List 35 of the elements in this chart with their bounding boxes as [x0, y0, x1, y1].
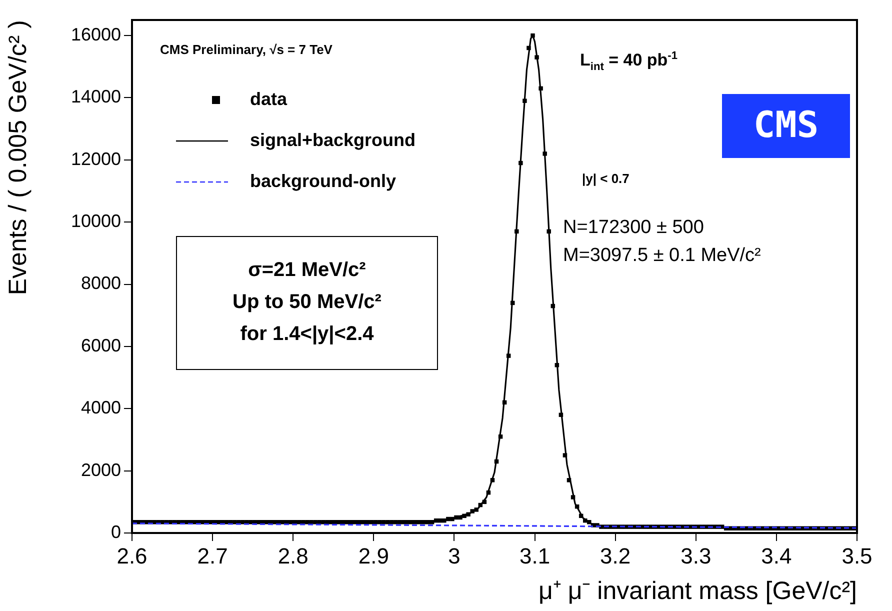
legend-label: background-only: [250, 170, 396, 191]
y-tick-label: 16000: [70, 24, 121, 45]
y-axis-title: Events / ( 0.005 GeV/c² ): [4, 20, 32, 296]
x-tick-label: 3.5: [842, 543, 872, 568]
annotation: N=172300 ± 500: [563, 217, 704, 239]
y-tick-label: 2000: [80, 460, 121, 480]
annotation: Up to 50 MeV/c²: [232, 291, 382, 313]
x-tick-label: 3.3: [680, 543, 712, 568]
x-tick-label: 2.8: [278, 543, 308, 568]
framed-note: σ=21 MeV/c² Up to 50 MeV/c² for 1.4<|y|<2.4: [176, 236, 438, 370]
annotation: |y| < 0.7: [582, 171, 630, 186]
x-tick-label: 2.7: [197, 543, 228, 568]
y-tick-label: 14000: [70, 86, 121, 107]
legend-label: data: [250, 88, 288, 109]
annotation: CMS: [753, 105, 819, 146]
x-tick-label: 3.2: [600, 543, 631, 568]
x-tick-label: 3: [448, 543, 460, 568]
annotation: σ=21 MeV/c²: [247, 259, 367, 281]
y-tick-label: 10000: [70, 211, 121, 232]
x-tick-label: 2.9: [358, 543, 389, 568]
label-badge: CMS: [722, 94, 850, 158]
y-tick-label: 0: [110, 522, 121, 542]
y-tick-label: 4000: [80, 398, 121, 418]
annotation: M=3097.5 ± 0.1 MeV/c²: [563, 245, 761, 267]
annotation: L$_{int}$ = 40 pb$^{-1}$: [580, 50, 678, 74]
annotation: CMS Preliminary, √s = 7 TeV: [160, 42, 332, 58]
x-tick-label: 2.6: [116, 543, 148, 568]
y-tick-label: 6000: [80, 335, 121, 356]
legend-label: signal+background: [250, 130, 416, 150]
y-tick-label: 8000: [80, 273, 121, 294]
y-tick-label: 12000: [70, 148, 121, 169]
annotation: for 1.4<|y|<2.4: [239, 323, 375, 345]
x-tick-label: 3.4: [761, 543, 792, 568]
x-tick-label: 3.1: [519, 543, 550, 568]
x-axis-title: μ⁺ μ⁻ invariant mass [GeV/c²]: [538, 576, 857, 605]
